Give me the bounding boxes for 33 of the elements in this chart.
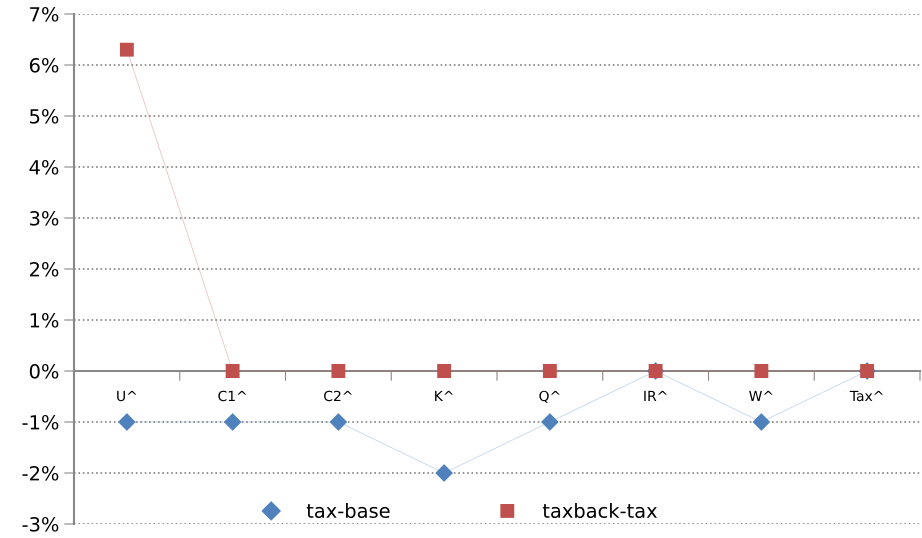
y-tick-label: 7% [30,6,58,22]
y-tick-label: 0% [30,364,58,379]
point [118,413,136,431]
x-tick-label: W^ [749,390,773,401]
legend-label: taxback-tax [542,502,657,518]
point [436,464,453,482]
x-tick-label: C1^ [218,390,246,402]
y-tick-label: 4% [30,160,58,175]
x-tick-label: IR^ [644,390,667,401]
point [542,364,557,378]
y-tick-label: 3% [30,210,58,226]
y-tick-label: 6% [30,58,58,73]
point [330,413,347,431]
point [437,364,452,378]
x-tick-label: U^ [117,390,136,402]
y-tick-label: 1% [30,312,58,328]
legend-label: tax-base [306,502,390,518]
point [541,413,558,431]
y-tick-label: -1% [22,414,58,430]
x-tick-label: Q^ [539,390,560,403]
point [226,364,240,378]
y-tick-label: -3% [22,516,58,532]
x-tick-label: C2^ [324,390,352,402]
x-tick-label: Tax^ [850,390,883,402]
point [754,364,768,378]
point [120,42,134,57]
y-tick-label: 5% [30,108,58,124]
point [331,364,346,378]
x-tick-label: K^ [435,390,454,401]
point [224,413,242,431]
point [752,413,770,431]
y-tick-label: 2% [30,262,58,277]
y-tick-label: -2% [22,466,58,481]
